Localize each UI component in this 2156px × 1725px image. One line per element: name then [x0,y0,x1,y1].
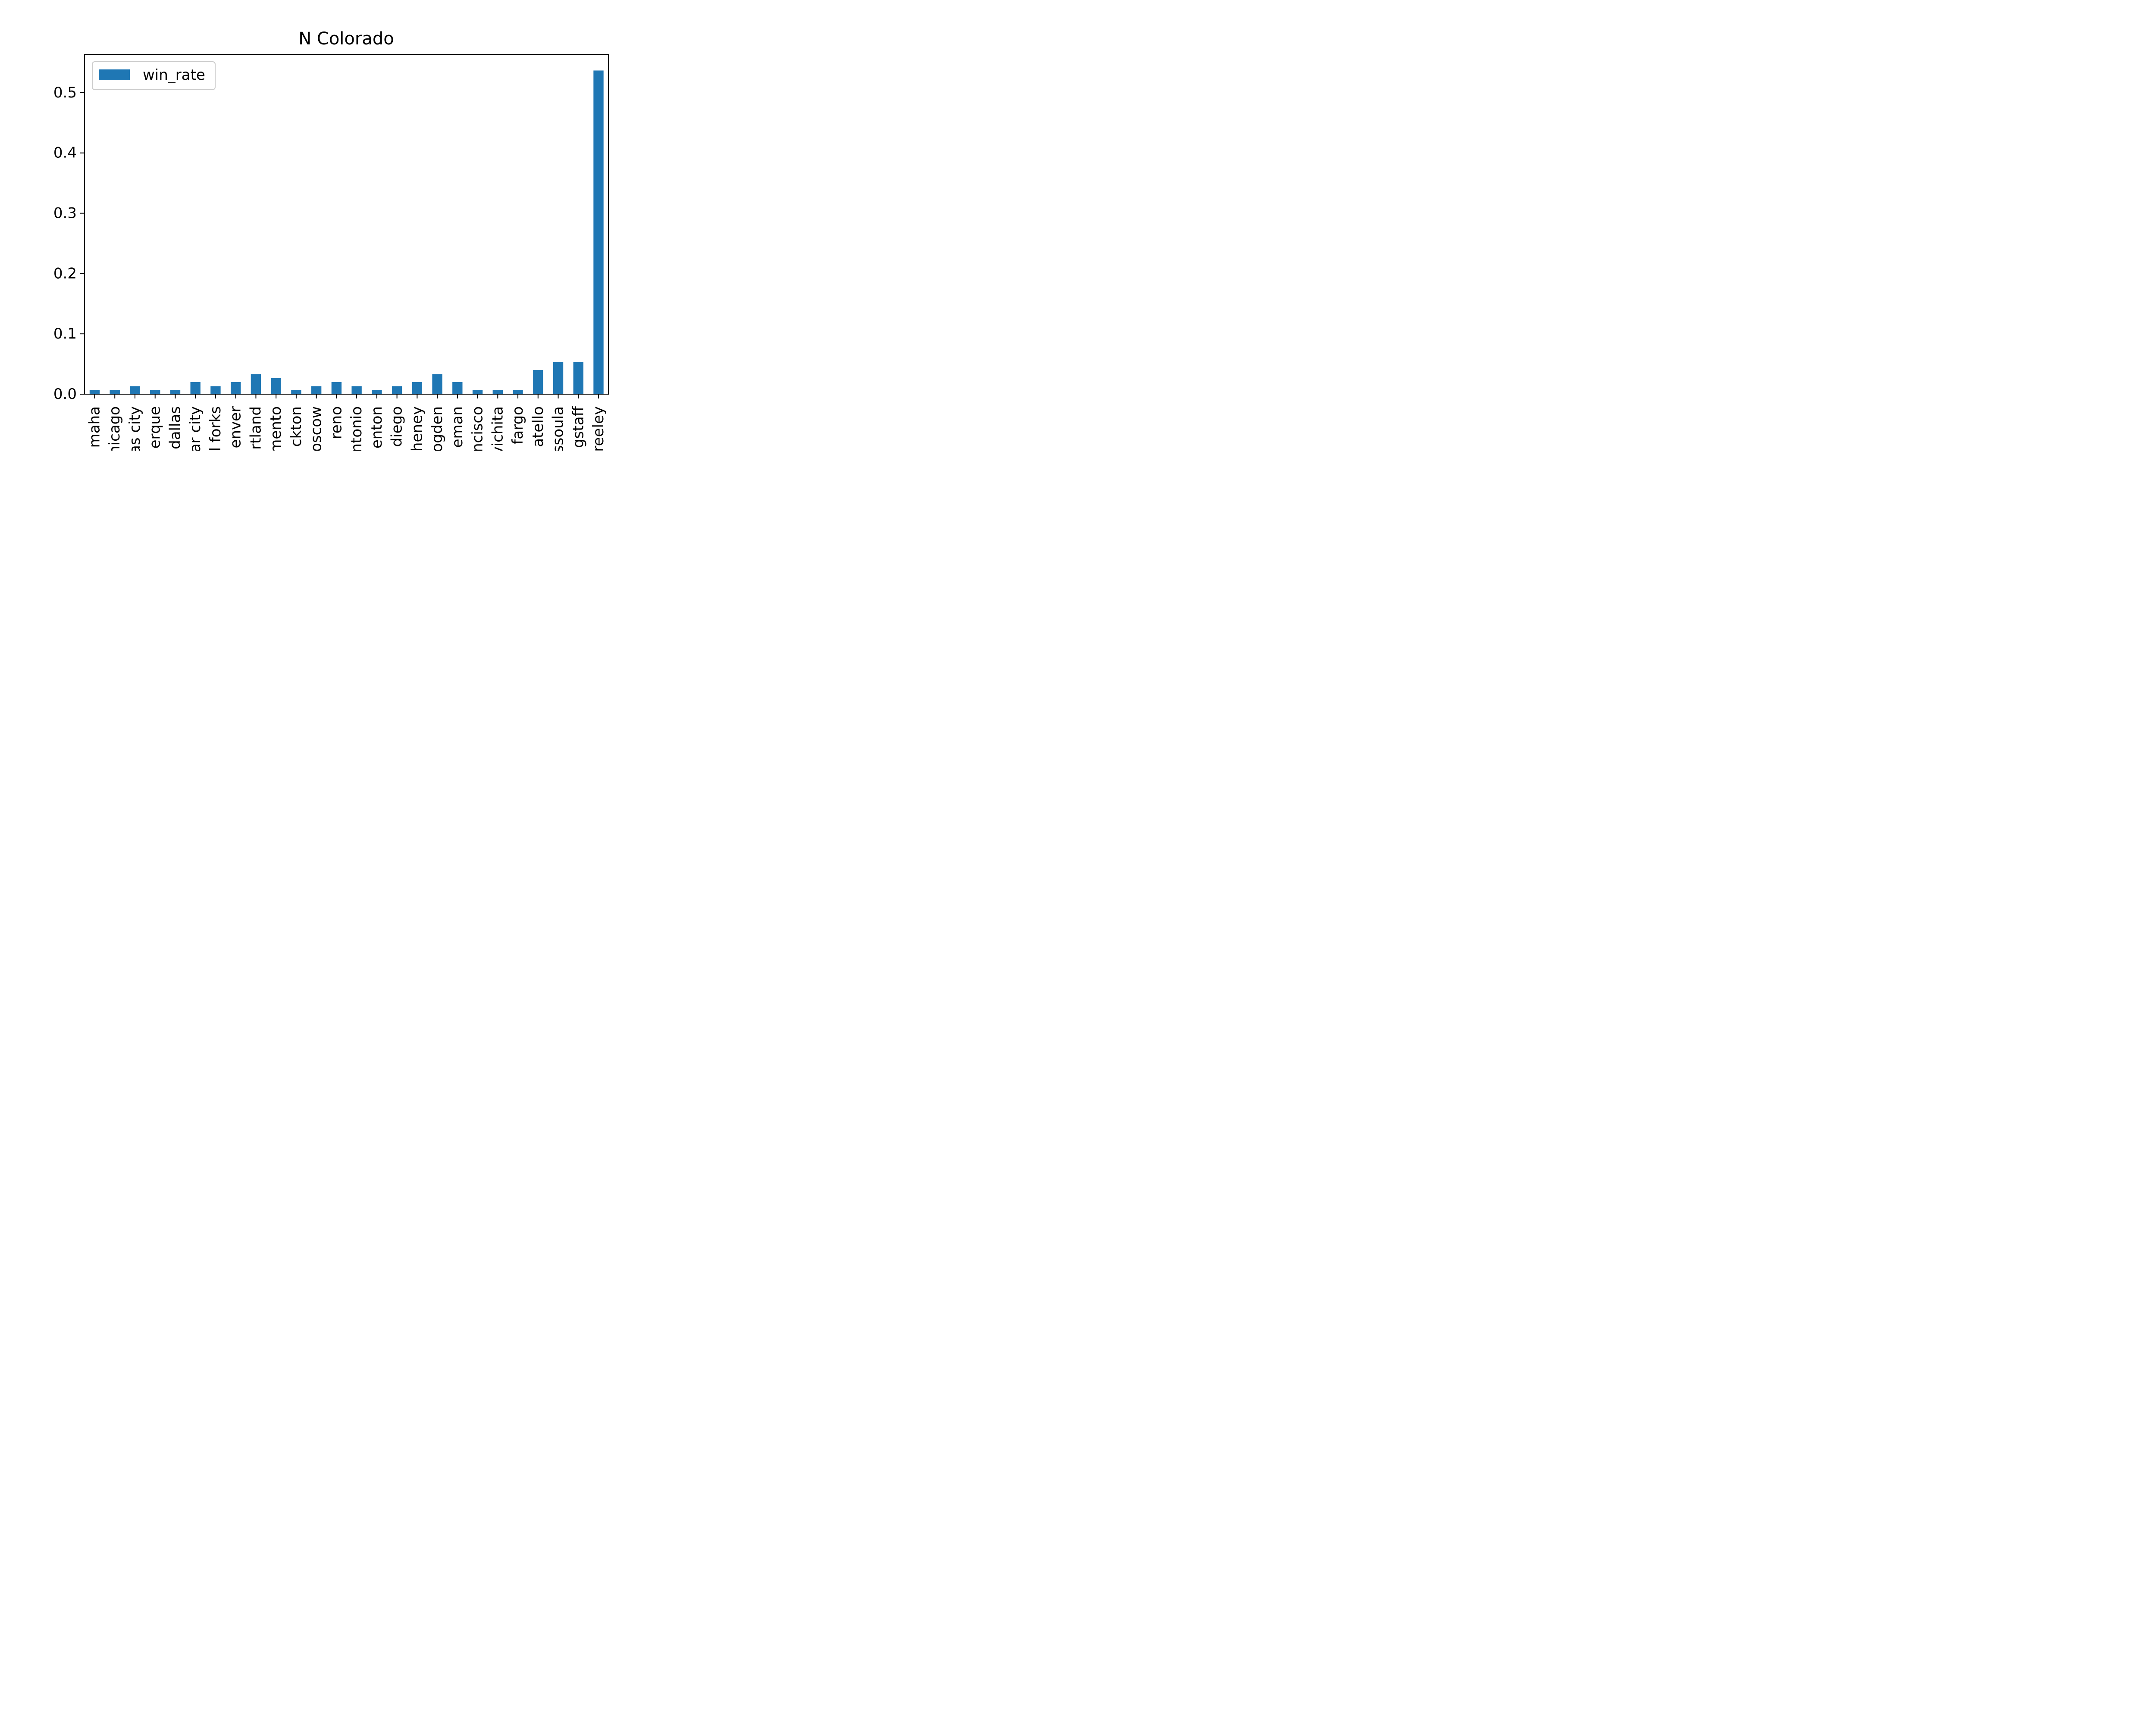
bar-san-antonio [351,386,362,394]
x-tick-label: enver [227,406,244,448]
y-tick-label: 0.3 [53,204,77,222]
bar-flagstaff [573,362,583,394]
y-tick-label: 0.2 [53,265,77,282]
x-tick-label: l forks [207,406,224,451]
x-tick-label: atello [530,406,547,447]
bar-trenton [372,390,382,394]
x-tick-label: oscow [308,406,325,451]
y-tick-label: 0.1 [53,325,77,342]
x-tick-label: ar city [187,406,204,451]
x-tick-label: eman [449,406,466,448]
y-tick-label: 0.4 [53,144,77,162]
bar-cheney [412,382,423,394]
y-axis: 0.0 0.1 0.2 0.3 0.4 0.5 [53,84,85,403]
legend-swatch [99,69,130,80]
bar-dallas [170,390,181,394]
x-tick-label: heney [408,406,426,451]
legend-label: win_rate [143,66,205,84]
bar-stockton [291,390,301,394]
bar-omaha [89,390,100,394]
bar-fargo [513,390,523,394]
x-tick-label: erque [147,406,164,448]
bar-cedar-city [190,382,201,394]
x-tick-label: mento [267,406,285,451]
chart-title: N Colorado [298,29,394,49]
bar-san-diego [392,386,402,394]
bar-greeley [593,70,604,395]
axes-frame [84,54,609,395]
x-tick-label: maha [86,406,103,448]
x-tick-label: ssoula [550,406,567,451]
bar-moscow [311,386,322,394]
bar-denver [230,382,241,394]
y-tick-label: 0.0 [53,386,77,403]
x-tick-label: nicago [106,406,123,451]
bars-layer [89,70,604,395]
x-tick-label: dallas [166,406,184,449]
x-tick-label: gstaff [570,405,587,448]
x-tick-label: reeley [590,406,607,451]
bar-portland [251,374,261,394]
legend-box [92,61,216,90]
x-tick-label: ntonio [348,406,365,451]
x-tick-label: ckton [288,406,305,447]
y-tick-label: 0.5 [53,84,77,101]
bar-chart: N Colorado 0.0 0.1 0.2 0.3 0.4 0.5 maha nicago… [0,0,667,451]
x-tick-label: rtland [247,406,264,450]
bar-reno [331,382,342,394]
x-tick-label: as city [126,406,144,451]
bar-pocatello [533,370,543,394]
x-tick-label: enton [368,406,385,448]
x-tick-label: reno [328,406,345,439]
x-tick-label: vichita [489,406,506,451]
bar-grand-forks [210,386,221,394]
bar-san-francisco [472,390,483,394]
bar-bozeman [452,382,463,394]
bar-ogden [432,374,442,394]
x-tick-label: ncisco [469,406,486,451]
legend: win_rate [92,61,216,90]
bar-chicago [110,390,120,394]
bar-missoula [553,362,564,394]
x-axis: maha nicago as city erque dallas ar city l for… [86,394,607,451]
bar-albuquerque [150,390,160,394]
x-tick-label: fargo [509,406,526,445]
x-tick-label: ogden [429,406,446,451]
bar-wichita [492,390,503,394]
x-tick-label: diego [389,406,406,447]
bar-sacramento [271,378,281,394]
bar-kansas-city [130,386,140,394]
